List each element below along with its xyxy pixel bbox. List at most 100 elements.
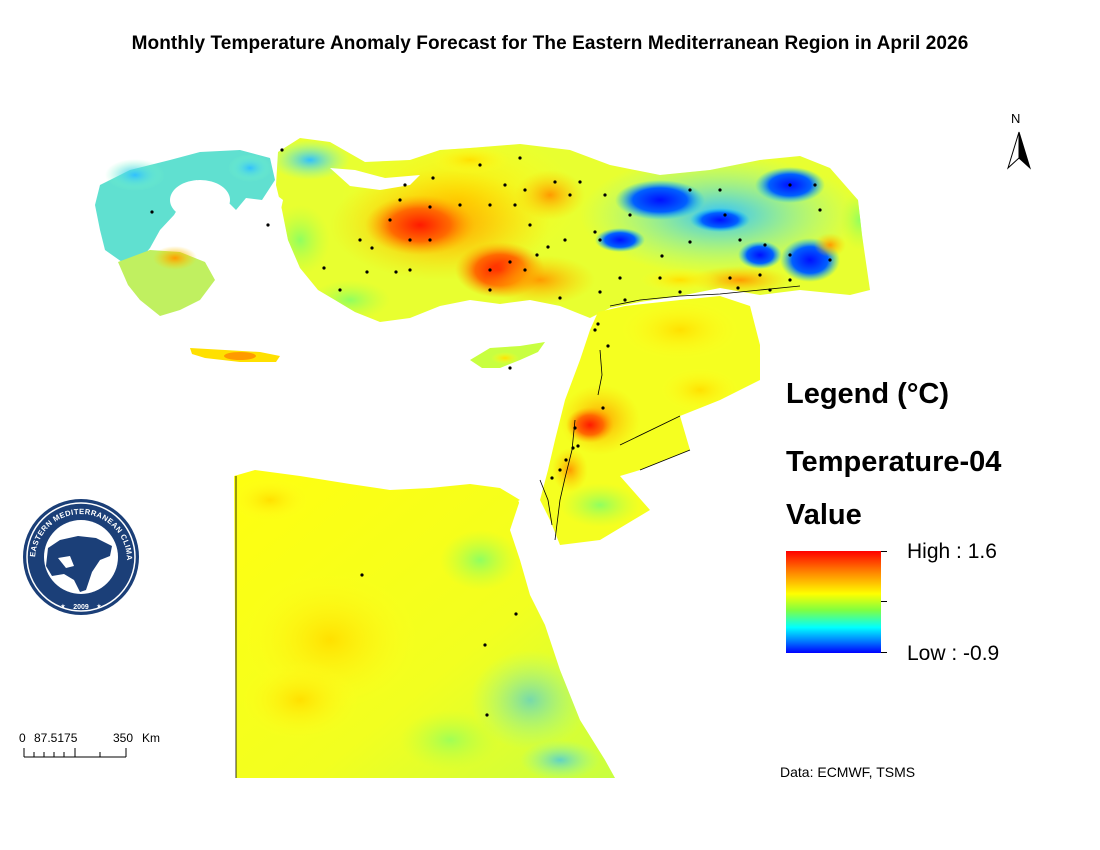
legend-heading: Legend (°C)	[786, 378, 950, 410]
station-dot	[508, 260, 512, 264]
logo-star-left: ★	[60, 603, 65, 610]
syria-lebanon-border	[597, 349, 603, 396]
station-dot	[280, 148, 284, 152]
station-dot	[768, 288, 772, 292]
station-dot	[788, 278, 792, 282]
station-dot	[523, 268, 527, 272]
station-dot	[564, 458, 568, 462]
station-dot	[601, 406, 605, 410]
station-dot	[535, 253, 539, 257]
aegean-sea-inlet	[170, 180, 230, 220]
syria-jordan-border	[619, 415, 681, 446]
station-dot	[360, 573, 364, 577]
station-dot	[388, 218, 392, 222]
dardanelles-strait	[270, 190, 283, 214]
station-dot	[578, 180, 582, 184]
station-dot	[738, 238, 742, 242]
station-dot	[728, 276, 732, 280]
station-dot	[322, 266, 326, 270]
station-dot	[758, 273, 762, 277]
station-dot	[403, 183, 407, 187]
station-dot	[428, 238, 432, 242]
north-arrow	[1006, 131, 1032, 170]
station-dot	[508, 366, 512, 370]
station-dot	[828, 258, 832, 262]
station-dot	[660, 254, 664, 258]
egypt-region	[234, 470, 615, 778]
station-dot	[553, 180, 557, 184]
station-dot	[485, 713, 489, 717]
legend-field-name: Value	[786, 499, 862, 531]
legend-color-ramp	[786, 551, 881, 653]
station-dot	[593, 328, 597, 332]
scale-label-zero: 0	[19, 731, 26, 745]
station-dot	[488, 288, 492, 292]
station-dot	[718, 188, 722, 192]
station-dot	[688, 188, 692, 192]
legend-low-label: Low : -0.9	[907, 642, 1000, 665]
legend-tick-mid	[881, 601, 887, 602]
station-dot	[763, 243, 767, 247]
station-dot	[528, 223, 532, 227]
station-dot	[568, 193, 572, 197]
station-dot	[723, 213, 727, 217]
cyprus-island	[470, 342, 545, 368]
israel-jordan-border	[554, 419, 576, 541]
station-dot	[338, 288, 342, 292]
station-dot	[408, 238, 412, 242]
station-dot	[598, 238, 602, 242]
station-dot	[428, 205, 432, 209]
station-dot	[596, 322, 600, 326]
station-dot	[813, 183, 817, 187]
station-dot	[623, 298, 627, 302]
station-points	[150, 148, 832, 717]
station-dot	[593, 230, 597, 234]
station-dot	[358, 238, 362, 242]
station-dot	[558, 296, 562, 300]
station-dot	[618, 276, 622, 280]
station-dot	[150, 210, 154, 214]
station-dot	[558, 468, 562, 472]
station-dot	[431, 176, 435, 180]
station-dot	[688, 240, 692, 244]
logo-year: 2009	[73, 604, 89, 611]
marmara-sea	[330, 168, 420, 190]
station-dot	[398, 198, 402, 202]
sinai-border	[539, 479, 553, 526]
station-dot	[563, 238, 567, 242]
station-dot	[788, 253, 792, 257]
station-dot	[478, 163, 482, 167]
station-dot	[678, 290, 682, 294]
data-credit: Data: ECMWF, TSMS	[780, 764, 916, 780]
emcc-logo: EASTERN MEDITERRANEAN CLIMATE CENTRE 200…	[0, 0, 139, 615]
station-dot	[628, 213, 632, 217]
station-dot	[573, 426, 577, 430]
station-dot	[513, 203, 517, 207]
turkey-region	[270, 138, 870, 322]
station-dot	[598, 290, 602, 294]
scale-bar	[23, 748, 127, 758]
station-dot	[514, 612, 518, 616]
station-dot	[658, 276, 662, 280]
station-dot	[266, 223, 270, 227]
station-dot	[523, 188, 527, 192]
logo-star-right: ★	[96, 603, 101, 610]
station-dot	[488, 268, 492, 272]
station-dot	[571, 446, 575, 450]
scale-label-max: 350	[113, 731, 134, 745]
station-dot	[606, 344, 610, 348]
turkey-syria-border	[609, 285, 801, 307]
station-dot	[503, 183, 507, 187]
legend-tick-low	[881, 652, 887, 653]
station-dot	[408, 268, 412, 272]
legend-high-label: High : 1.6	[907, 540, 997, 563]
station-dot	[546, 245, 550, 249]
scale-label-unit: Km	[142, 731, 160, 745]
north-label: N	[1011, 111, 1021, 126]
greece-region	[95, 150, 280, 362]
station-dot	[736, 286, 740, 290]
station-dot	[518, 156, 522, 160]
levant-region	[539, 285, 801, 545]
legend-tick-high	[881, 551, 887, 552]
